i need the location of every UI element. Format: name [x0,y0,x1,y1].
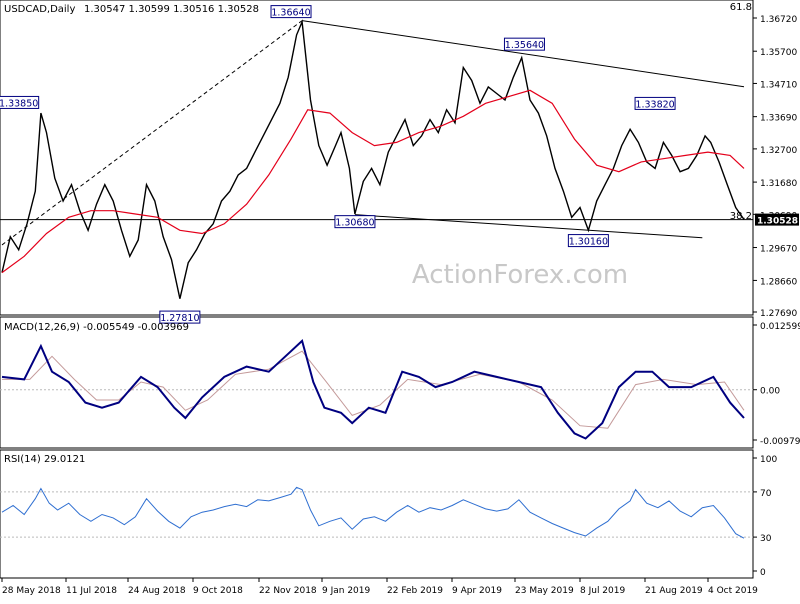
price-annotation-label: 1.35640 [505,40,544,51]
price-annotation-label: 1.30680 [335,218,374,229]
price-line [1,19,745,299]
symbol-label: USDCAD,Daily [4,4,75,15]
last-price-label: 1.30528 [757,217,798,227]
x-axis-label: 21 Aug 2019 [645,586,703,596]
price-annotation-label: 1.33820 [635,99,674,110]
rsi-axis-label: 100 [760,455,777,465]
ohlc-label: 1.30547 1.30599 1.30516 1.30528 [84,4,259,15]
macd-series-group: 0.012599 0.00 -0.00979 [0,322,800,447]
x-axis-label: 8 Jul 2019 [580,586,625,596]
price-series-group [1,19,745,299]
x-axis-label: 11 Jul 2018 [66,586,117,596]
price-annotation-box [567,234,609,248]
moving-average-line [1,89,745,274]
rsi-title: RSI(14) 29.0121 [4,454,85,465]
watermark: ActionForex.com [412,260,628,290]
price-axis-label: 1.33690 [760,114,797,124]
x-axis-label: 9 Oct 2018 [193,586,243,596]
rsi-axis-label: 0 [760,568,766,578]
price-annotation-label: 1.33850 [0,98,38,109]
fib-label-618: 61.8 [730,2,752,13]
price-axis-label: 1.32700 [760,146,797,156]
rsi-axis-label: 70 [760,489,772,499]
fib-label-382: 38.2 [730,211,752,222]
trend-line [302,20,745,88]
price-annotation-label: 1.36640 [271,8,310,19]
macd-axis-label: 0.012599 [760,322,800,332]
x-axis-label: 24 Aug 2018 [128,586,186,596]
price-panel-frame [0,0,754,316]
price-axis-label: 1.35700 [760,48,797,58]
x-axis-label: 22 Nov 2018 [259,586,317,596]
x-axis-label: 4 Oct 2019 [708,586,758,596]
price-axis: 1.36720 1.35700 1.34710 1.33690 1.32700 1.316… [0,15,799,319]
price-annotation-box [0,95,40,109]
price-annotations: 1.36640 1.35640 1.33850 1.33820 1.30680 1.301… [0,5,676,324]
x-axis: 28 May 2018 11 Jul 2018 24 Aug 2018 9 Oct 2… [1,578,758,596]
price-annotation-label: 1.27810 [160,313,199,324]
trend-lines [1,20,745,246]
price-axis-label: 1.34710 [760,80,797,90]
trend-line [354,214,703,239]
macd-title: MACD(12,26,9) -0.005549 -0.003969 [4,322,189,333]
macd-signal-line [2,350,745,429]
last-price-box [755,213,799,226]
rsi-axis-label: 30 [760,534,772,544]
price-annotation-box [634,96,676,110]
rsi-series-group: 100 70 30 0 [0,455,777,578]
price-annotation-label: 1.30160 [569,237,608,248]
x-axis-label: 9 Jan 2019 [322,586,370,596]
x-axis-label: 9 Apr 2019 [452,586,502,596]
price-annotation-box [334,215,376,229]
macd-line [1,339,745,440]
price-annotation-box [270,5,312,19]
price-axis-label: 1.31680 [760,179,797,189]
price-axis-label: 1.36720 [760,15,797,25]
macd-axis-label: 0.00 [760,387,780,397]
price-annotation-box [503,37,545,51]
macd-panel-frame [0,316,754,449]
x-axis-label: 22 Feb 2019 [387,586,443,596]
price-axis-label: 1.29670 [760,245,797,255]
x-axis-label: 23 May 2019 [515,586,574,596]
price-axis-label: 1.27690 [760,309,797,319]
rsi-panel-frame [0,449,754,579]
price-annotation-box [159,310,201,324]
rsi-line [1,486,745,539]
macd-axis-label: -0.00979 [760,437,800,447]
price-axis-label: 1.28660 [760,277,797,287]
x-axis-label: 28 May 2018 [2,586,61,596]
